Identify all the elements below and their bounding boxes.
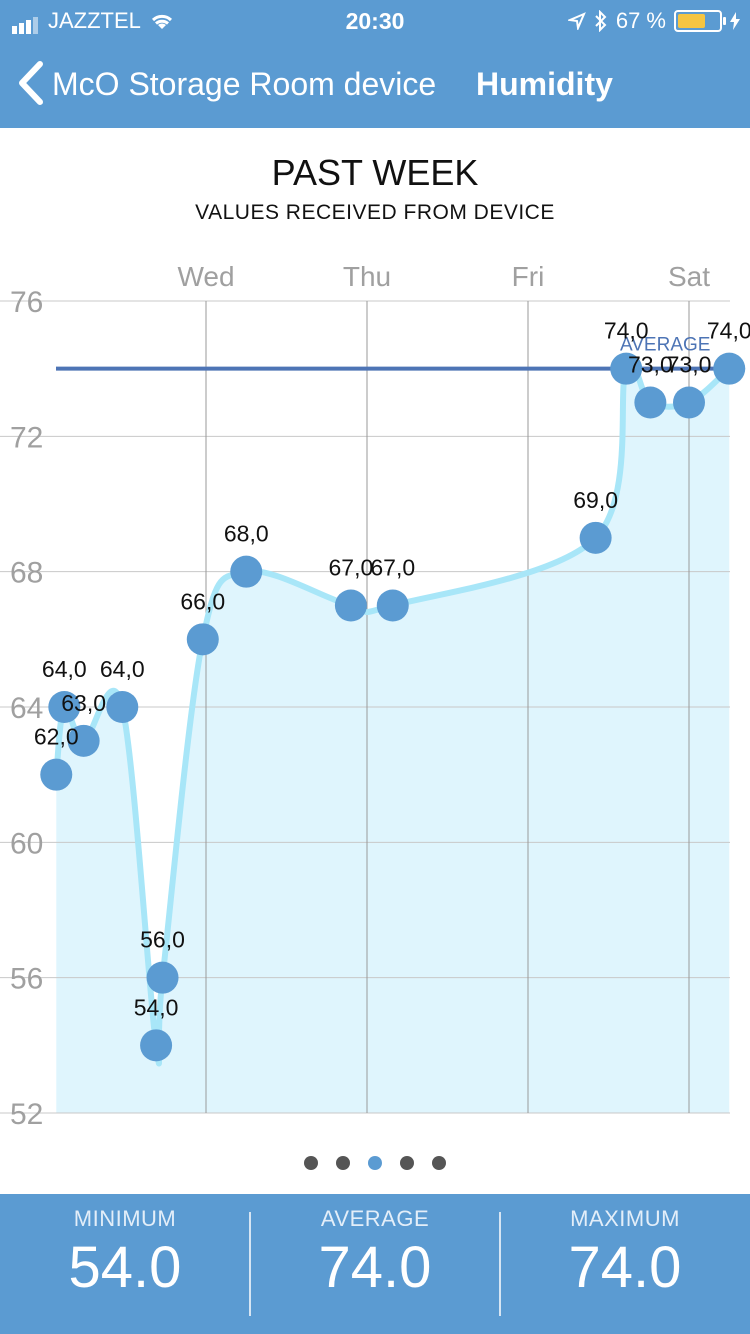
x-tick-label: Wed xyxy=(177,261,234,292)
data-point xyxy=(106,691,139,723)
data-label: 54,0 xyxy=(134,994,179,1020)
chart-title: PAST WEEK xyxy=(271,152,479,193)
wifi-icon xyxy=(151,14,172,29)
average-value: 74.0 xyxy=(318,1235,432,1300)
page-title: Humidity xyxy=(476,66,613,102)
average-label: AVERAGE xyxy=(320,1206,430,1231)
x-tick-label: Fri xyxy=(512,261,545,292)
divider xyxy=(249,1212,251,1316)
back-button[interactable]: McO Storage Room device xyxy=(52,66,437,102)
data-label: 73,0 xyxy=(667,352,712,378)
data-label: 67,0 xyxy=(370,555,415,581)
data-point xyxy=(146,961,179,994)
data-label: 66,0 xyxy=(180,588,225,614)
y-tick-label: 60 xyxy=(10,827,43,860)
signal-icon xyxy=(12,8,40,34)
data-point xyxy=(579,521,612,554)
chart-subtitle: VALUES RECEIVED FROM DEVICE xyxy=(195,201,555,224)
data-label: 64,0 xyxy=(100,656,145,682)
data-point xyxy=(610,352,643,385)
stat-maximum: MAXIMUM 74.0 xyxy=(500,1194,750,1334)
back-chevron-icon[interactable] xyxy=(14,60,48,106)
maximum-label: MAXIMUM xyxy=(570,1206,680,1231)
y-tick-label: 76 xyxy=(10,286,43,319)
bluetooth-icon xyxy=(595,10,607,32)
data-label: 62,0 xyxy=(34,724,79,750)
page-dot[interactable] xyxy=(336,1156,350,1170)
data-point xyxy=(376,589,409,622)
page-indicator xyxy=(0,1156,750,1170)
data-label: 74,0 xyxy=(707,318,750,344)
location-icon xyxy=(567,12,586,30)
data-label: 63,0 xyxy=(61,690,106,716)
average-line-label: AVERAGE xyxy=(620,335,710,356)
clock: 20:30 xyxy=(345,8,405,34)
page-dot[interactable] xyxy=(400,1156,414,1170)
minimum-label: MINIMUM xyxy=(73,1206,177,1231)
data-point xyxy=(230,555,263,588)
top-bar: JAZZTEL 20:30 67 % McO Storage xyxy=(0,0,750,128)
data-label: 73,0 xyxy=(628,352,673,378)
chart-area-fill xyxy=(56,362,730,1113)
data-label: 56,0 xyxy=(140,927,185,953)
data-point xyxy=(334,589,367,622)
data-point xyxy=(48,691,81,723)
y-tick-label: 52 xyxy=(10,1098,43,1131)
battery-icon xyxy=(674,10,726,32)
data-point xyxy=(186,623,219,656)
data-label: 67,0 xyxy=(329,555,374,581)
humidity-chart[interactable]: 52 56 60 64 68 72 76 Wed Thu Fri Sat AVERAGE 62,0 64,… xyxy=(0,240,750,1140)
data-label: 69,0 xyxy=(573,487,618,513)
navigation-bar: McO Storage Room device Humidity xyxy=(0,56,750,112)
data-point xyxy=(40,758,73,791)
status-bar: JAZZTEL 20:30 67 % xyxy=(0,0,750,40)
data-point xyxy=(713,352,746,385)
stat-minimum: MINIMUM 54.0 xyxy=(0,1194,250,1334)
data-point xyxy=(673,386,705,419)
divider xyxy=(499,1212,501,1316)
y-tick-label: 56 xyxy=(10,963,43,996)
data-point xyxy=(67,724,100,757)
maximum-value: 74.0 xyxy=(568,1235,682,1300)
stat-average: AVERAGE 74.0 xyxy=(250,1194,500,1334)
page-dot[interactable] xyxy=(304,1156,318,1170)
data-point xyxy=(634,386,667,419)
data-label: 64,0 xyxy=(42,656,87,682)
minimum-value: 54.0 xyxy=(68,1235,182,1300)
x-tick-label: Sat xyxy=(668,261,710,292)
data-label: 74,0 xyxy=(604,318,649,344)
data-point xyxy=(140,1029,173,1062)
y-tick-label: 64 xyxy=(10,692,43,725)
battery-percent: 67 % xyxy=(615,8,666,33)
x-tick-label: Thu xyxy=(343,261,391,292)
y-tick-label: 72 xyxy=(10,421,43,454)
y-tick-label: 68 xyxy=(10,557,43,590)
carrier-label: JAZZTEL xyxy=(48,8,141,33)
charging-icon xyxy=(730,12,740,30)
data-label: 68,0 xyxy=(224,521,269,547)
stats-footer: MINIMUM 54.0 AVERAGE 74.0 MAXIMUM 74.0 xyxy=(0,1194,750,1334)
page-dot[interactable] xyxy=(432,1156,446,1170)
page-dot[interactable] xyxy=(368,1156,382,1170)
